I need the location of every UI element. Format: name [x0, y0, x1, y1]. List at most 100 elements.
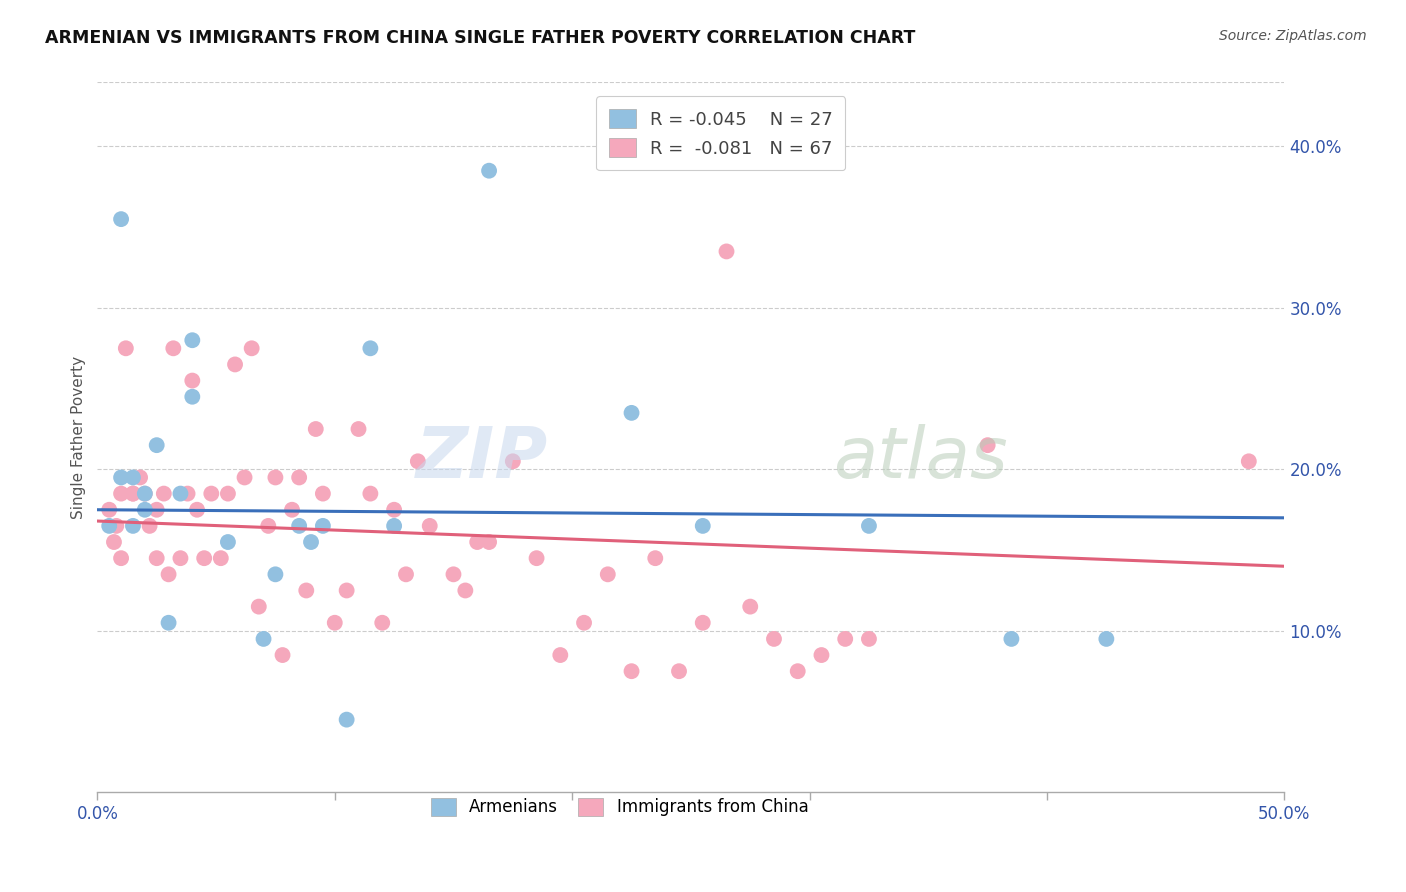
- Point: [786, 664, 808, 678]
- Point: [692, 519, 714, 533]
- Point: [526, 551, 548, 566]
- Point: [169, 486, 191, 500]
- Point: [122, 470, 145, 484]
- Point: [252, 632, 274, 646]
- Point: [858, 519, 880, 533]
- Point: [454, 583, 477, 598]
- Point: [406, 454, 429, 468]
- Point: [217, 535, 239, 549]
- Point: [145, 438, 167, 452]
- Point: [110, 551, 132, 566]
- Point: [224, 358, 246, 372]
- Point: [217, 486, 239, 500]
- Point: [465, 535, 488, 549]
- Point: [181, 374, 204, 388]
- Point: [359, 341, 381, 355]
- Point: [668, 664, 690, 678]
- Point: [233, 470, 256, 484]
- Point: [247, 599, 270, 614]
- Point: [193, 551, 215, 566]
- Point: [1000, 632, 1022, 646]
- Point: [395, 567, 418, 582]
- Legend: Armenians, Immigrants from China: Armenians, Immigrants from China: [425, 791, 815, 823]
- Point: [110, 486, 132, 500]
- Text: ARMENIAN VS IMMIGRANTS FROM CHINA SINGLE FATHER POVERTY CORRELATION CHART: ARMENIAN VS IMMIGRANTS FROM CHINA SINGLE…: [45, 29, 915, 46]
- Point: [382, 502, 405, 516]
- Point: [347, 422, 370, 436]
- Point: [110, 212, 132, 227]
- Point: [620, 406, 643, 420]
- Point: [122, 519, 145, 533]
- Point: [502, 454, 524, 468]
- Point: [281, 502, 304, 516]
- Point: [105, 519, 128, 533]
- Point: [620, 664, 643, 678]
- Text: ZIP: ZIP: [416, 424, 548, 493]
- Point: [103, 535, 125, 549]
- Point: [122, 486, 145, 500]
- Point: [478, 535, 501, 549]
- Point: [740, 599, 762, 614]
- Point: [359, 486, 381, 500]
- Point: [98, 519, 121, 533]
- Point: [264, 470, 287, 484]
- Point: [762, 632, 785, 646]
- Point: [134, 486, 156, 500]
- Point: [810, 648, 832, 662]
- Point: [181, 390, 204, 404]
- Point: [162, 341, 184, 355]
- Point: [169, 551, 191, 566]
- Point: [976, 438, 998, 452]
- Point: [382, 519, 405, 533]
- Point: [692, 615, 714, 630]
- Point: [186, 502, 208, 516]
- Point: [134, 502, 156, 516]
- Point: [336, 583, 359, 598]
- Point: [299, 535, 322, 549]
- Point: [209, 551, 232, 566]
- Point: [419, 519, 441, 533]
- Text: Source: ZipAtlas.com: Source: ZipAtlas.com: [1219, 29, 1367, 43]
- Point: [145, 502, 167, 516]
- Point: [1237, 454, 1260, 468]
- Point: [134, 486, 156, 500]
- Point: [200, 486, 222, 500]
- Point: [644, 551, 666, 566]
- Point: [572, 615, 595, 630]
- Point: [288, 470, 311, 484]
- Text: atlas: atlas: [834, 424, 1008, 493]
- Point: [271, 648, 294, 662]
- Point: [371, 615, 394, 630]
- Point: [129, 470, 152, 484]
- Point: [295, 583, 318, 598]
- Point: [312, 519, 335, 533]
- Point: [240, 341, 263, 355]
- Point: [478, 163, 501, 178]
- Point: [110, 470, 132, 484]
- Point: [288, 519, 311, 533]
- Point: [115, 341, 138, 355]
- Point: [596, 567, 619, 582]
- Y-axis label: Single Father Poverty: Single Father Poverty: [72, 356, 86, 518]
- Point: [176, 486, 198, 500]
- Point: [305, 422, 328, 436]
- Point: [257, 519, 280, 533]
- Point: [858, 632, 880, 646]
- Point: [153, 486, 176, 500]
- Point: [716, 244, 738, 259]
- Point: [181, 333, 204, 347]
- Point: [443, 567, 465, 582]
- Point: [157, 567, 180, 582]
- Point: [1095, 632, 1118, 646]
- Point: [834, 632, 856, 646]
- Point: [323, 615, 346, 630]
- Point: [550, 648, 572, 662]
- Point: [145, 551, 167, 566]
- Point: [336, 713, 359, 727]
- Point: [138, 519, 160, 533]
- Point: [122, 486, 145, 500]
- Point: [98, 502, 121, 516]
- Point: [157, 615, 180, 630]
- Point: [264, 567, 287, 582]
- Point: [312, 486, 335, 500]
